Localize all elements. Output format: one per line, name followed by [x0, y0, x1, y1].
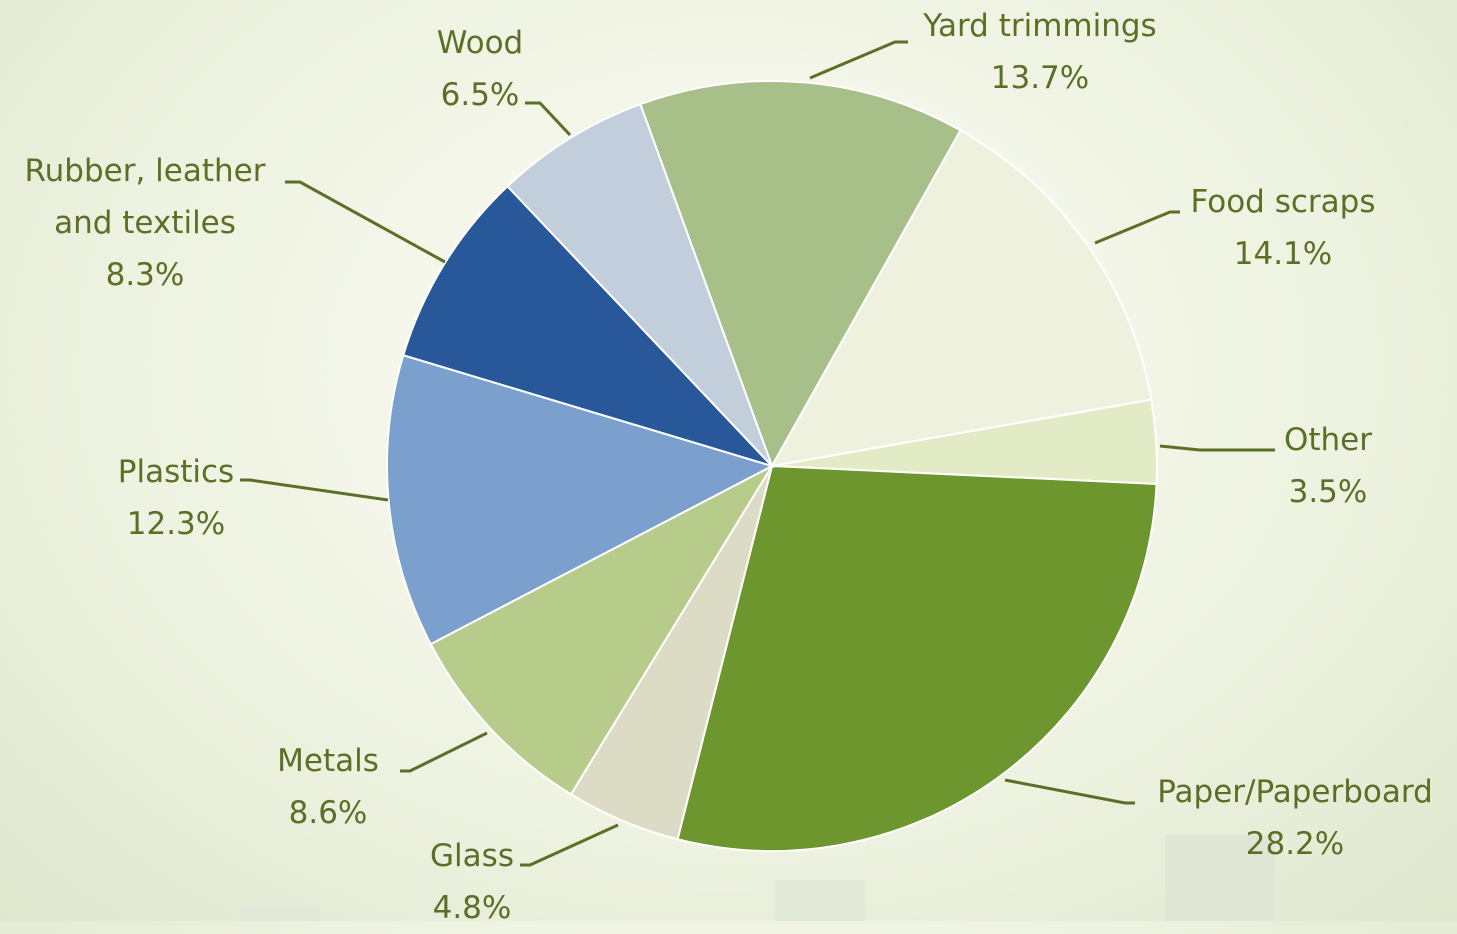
value-label: 6.5% [440, 77, 520, 113]
slice-label: Wood 6.5% [437, 17, 523, 121]
value-label: 4.8% [432, 890, 512, 926]
pie-slice [639, 80, 962, 469]
leader-line [525, 101, 572, 137]
category-label: Metals [277, 743, 379, 779]
category-label: Rubber, leather and textiles [24, 153, 266, 241]
value-label: 8.3% [105, 257, 185, 293]
category-label: Plastics [117, 454, 235, 490]
value-label: 8.6% [288, 795, 368, 831]
pie-slice [676, 464, 1158, 852]
building [1165, 835, 1275, 921]
category-label: Wood [436, 25, 524, 61]
slice-label: Paper/Paperboard 28.2% [1157, 766, 1433, 870]
category-label: Glass [430, 838, 514, 874]
slice-label: Glass 4.8% [430, 830, 514, 934]
value-label: 13.7% [990, 60, 1090, 96]
leader-line [520, 823, 619, 867]
leader-line [400, 731, 488, 773]
building [775, 880, 865, 921]
category-label: Paper/Paperboard [1157, 774, 1433, 810]
leader-line [1159, 444, 1275, 452]
value-label: 12.3% [126, 506, 226, 542]
value-label: 14.1% [1233, 236, 1333, 272]
category-label: Food scraps [1190, 184, 1376, 220]
leader-line [809, 40, 908, 80]
pie-slice [429, 463, 775, 796]
pie-slice [386, 353, 775, 646]
category-label: Yard trimmings [923, 8, 1157, 44]
category-label: Other [1283, 422, 1373, 458]
slice-label: Plastics 12.3% [118, 446, 234, 550]
slice-label: Yard trimmings 13.7% [923, 0, 1156, 104]
value-label: 3.5% [1288, 474, 1368, 510]
leader-line [240, 478, 389, 502]
pie-slice [770, 128, 1153, 468]
slice-label: Metals 8.6% [277, 735, 379, 839]
leader-line [1004, 778, 1135, 805]
leader-line [285, 180, 446, 264]
slice-label: Rubber, leather and textiles 8.3% [0, 145, 290, 301]
pie-slice [402, 184, 776, 469]
slice-label: Food scraps 14.1% [1191, 176, 1376, 280]
slice-label: Other 3.5% [1284, 414, 1372, 518]
value-label: 28.2% [1245, 826, 1345, 862]
leader-line [1094, 210, 1180, 245]
pie-slice [506, 102, 773, 467]
building [240, 905, 320, 921]
